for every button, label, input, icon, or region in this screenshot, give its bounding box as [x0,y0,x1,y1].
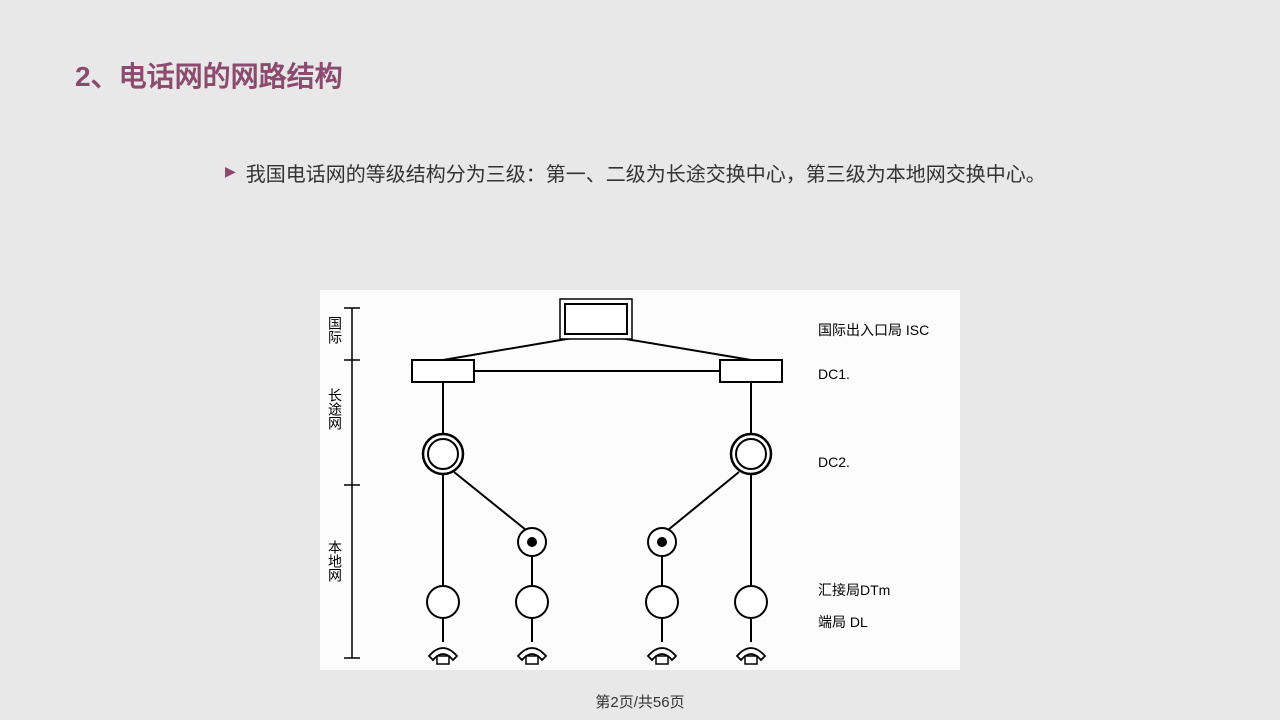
bullet-block: ▶ 我国电话网的等级结构分为三级：第一、二级为长途交换中心，第三级为本地网交换中… [225,158,1160,192]
diagram: 国际长途网本地网 国际出入口局 ISC DC1. DC2. 汇接局DTm 端局 DL [320,290,960,670]
axis-segment-label: 本地网 [325,540,345,582]
axis-segment-label: 长途网 [325,388,345,430]
diagram-label: DC2. [818,454,850,470]
page-number: 第2页/共56页 [595,691,684,712]
diagram-label: 国际出入口局 ISC [818,320,929,340]
diagram-label: 汇接局DTm [818,580,890,600]
axis-segment-label: 国际 [325,316,345,344]
diagram-label: 端局 DL [818,612,868,632]
slide-title: 2、电话网的网路结构 [75,55,343,95]
bullet-marker-icon: ▶ [225,163,236,192]
bullet-text: 我国电话网的等级结构分为三级：第一、二级为长途交换中心，第三级为本地网交换中心。 [246,158,1046,192]
diagram-label: DC1. [818,366,850,382]
